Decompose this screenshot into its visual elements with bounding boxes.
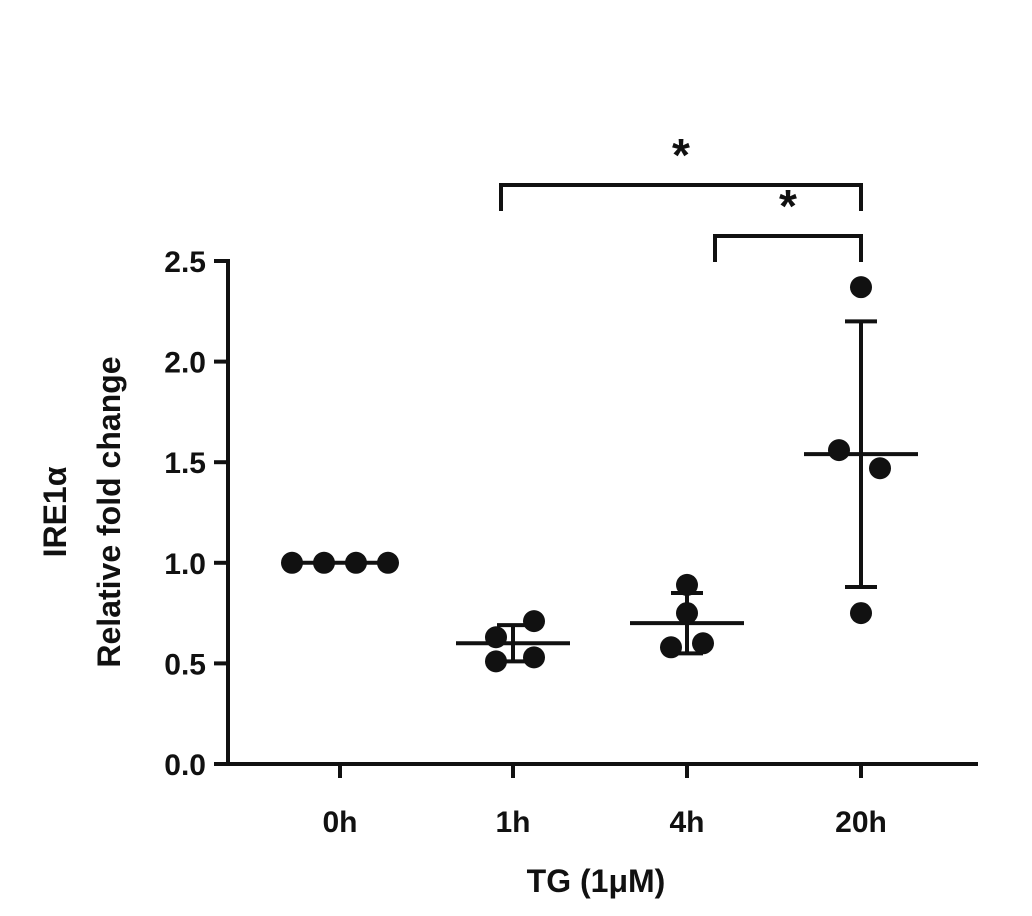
y-axis-ticks: 0.0 0.5 1.0 1.5 2.0 2.5 xyxy=(164,246,228,782)
comparison-4h-20h: * xyxy=(713,180,863,262)
data-point xyxy=(692,632,714,655)
data-point xyxy=(828,439,850,462)
significance-label: * xyxy=(672,129,690,181)
data-point xyxy=(313,551,335,574)
data-point xyxy=(523,646,545,669)
significance-brackets: ** xyxy=(499,129,863,262)
data-point xyxy=(660,636,682,659)
y-tick-label: 0.5 xyxy=(164,648,206,681)
group-4h xyxy=(630,573,744,659)
y-tick-label: 1.0 xyxy=(164,548,206,581)
x-tick-label: 20h xyxy=(835,806,887,839)
group-0h xyxy=(281,551,399,574)
x-axis-ticks: 0h 1h 4h 20h xyxy=(322,764,887,839)
data-point xyxy=(485,626,507,649)
x-tick-label: 0h xyxy=(322,806,357,839)
y-tick-label: 2.0 xyxy=(164,347,206,380)
data-point xyxy=(676,602,698,625)
x-axis-title: TG (1μM) xyxy=(527,863,666,899)
significance-label: * xyxy=(779,180,797,232)
data-point xyxy=(869,457,891,480)
data-point xyxy=(676,573,698,596)
y-tick-label: 2.5 xyxy=(164,246,206,279)
data-point xyxy=(850,602,872,625)
data-point xyxy=(377,551,399,574)
data-point xyxy=(485,650,507,673)
data-point xyxy=(523,610,545,633)
y-tick-label: 0.0 xyxy=(164,749,206,782)
y-axis-title-line1: IRE1α xyxy=(37,466,73,557)
data-marks xyxy=(281,276,918,673)
comparison-1h-20h: * xyxy=(499,129,863,211)
data-point xyxy=(850,276,872,299)
axes xyxy=(226,259,978,766)
data-point xyxy=(345,551,367,574)
x-tick-label: 1h xyxy=(495,806,530,839)
group-20h xyxy=(804,276,918,625)
x-tick-label: 4h xyxy=(669,806,704,839)
data-point xyxy=(281,551,303,574)
y-axis-title-line2: Relative fold change xyxy=(91,356,127,667)
bracket xyxy=(713,234,863,262)
y-tick-label: 1.5 xyxy=(164,447,206,480)
bracket xyxy=(499,183,863,211)
group-1h xyxy=(456,610,570,673)
